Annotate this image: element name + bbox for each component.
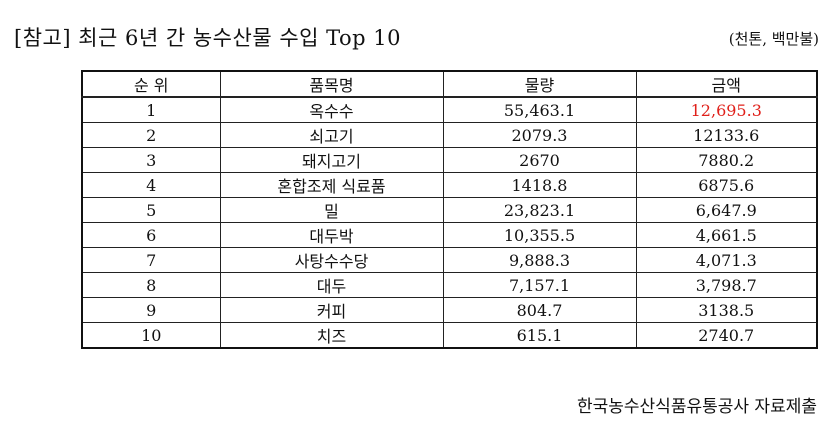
table-row: 9 커피 804.7 3138.5	[81, 297, 818, 323]
item-cell: 밀	[219, 197, 444, 223]
item-cell: 대두박	[219, 222, 444, 248]
item-cell: 쇠고기	[219, 122, 444, 148]
header-item: 품목명	[219, 70, 444, 98]
volume-cell: 2670	[442, 147, 637, 173]
amount-cell: 4,071.3	[635, 247, 818, 273]
item-cell: 대두	[219, 272, 444, 298]
amount-cell: 3,798.7	[635, 272, 818, 298]
amount-cell: 4,661.5	[635, 222, 818, 248]
table-row: 2 쇠고기 2079.3 12133.6	[81, 122, 818, 148]
table-header-row: 순 위 품목명 물량 금액	[81, 70, 818, 98]
table-row: 6 대두박 10,355.5 4,661.5	[81, 222, 818, 248]
rank-cell: 6	[81, 222, 221, 248]
volume-cell: 615.1	[442, 322, 637, 349]
item-cell: 치즈	[219, 322, 444, 349]
amount-cell: 6,647.9	[635, 197, 818, 223]
volume-cell: 804.7	[442, 297, 637, 323]
table-row: 10 치즈 615.1 2740.7	[81, 322, 818, 349]
item-cell: 혼합조제 식료품	[219, 172, 444, 198]
table-row: 4 혼합조제 식료품 1418.8 6875.6	[81, 172, 818, 198]
table-row: 1 옥수수 55,463.1 12,695.3	[81, 96, 818, 123]
table-row: 8 대두 7,157.1 3,798.7	[81, 272, 818, 298]
header-volume: 물량	[442, 70, 637, 98]
rank-cell: 8	[81, 272, 221, 298]
rank-cell: 7	[81, 247, 221, 273]
rank-cell: 9	[81, 297, 221, 323]
volume-cell: 1418.8	[442, 172, 637, 198]
amount-cell-highlighted: 12,695.3	[635, 96, 818, 123]
table-row: 3 돼지고기 2670 7880.2	[81, 147, 818, 173]
rank-cell: 4	[81, 172, 221, 198]
page-title: [참고] 최근 6년 간 농수산물 수입 Top 10	[14, 26, 401, 50]
amount-cell: 6875.6	[635, 172, 818, 198]
volume-cell: 7,157.1	[442, 272, 637, 298]
rank-cell: 10	[81, 322, 221, 349]
volume-cell: 9,888.3	[442, 247, 637, 273]
header-amount: 금액	[635, 70, 818, 98]
item-cell: 사탕수수당	[219, 247, 444, 273]
amount-cell: 12133.6	[635, 122, 818, 148]
item-cell: 옥수수	[219, 96, 444, 123]
source-note: 한국농수산식품유통공사 자료제출	[576, 397, 817, 417]
table-row: 7 사탕수수당 9,888.3 4,071.3	[81, 247, 818, 273]
rank-cell: 5	[81, 197, 221, 223]
amount-cell: 2740.7	[635, 322, 818, 349]
unit-note: (천톤, 백만불)	[728, 30, 819, 48]
amount-cell: 7880.2	[635, 147, 818, 173]
rank-cell: 2	[81, 122, 221, 148]
item-cell: 돼지고기	[219, 147, 444, 173]
rank-cell: 3	[81, 147, 221, 173]
volume-cell: 2079.3	[442, 122, 637, 148]
volume-cell: 10,355.5	[442, 222, 637, 248]
volume-cell: 55,463.1	[442, 96, 637, 123]
volume-cell: 23,823.1	[442, 197, 637, 223]
rank-cell: 1	[81, 96, 221, 123]
item-cell: 커피	[219, 297, 444, 323]
import-table: 순 위 품목명 물량 금액 1 옥수수 55,463.1 12,695.3 2 …	[81, 70, 818, 349]
header-rank: 순 위	[81, 70, 221, 98]
table-row: 5 밀 23,823.1 6,647.9	[81, 197, 818, 223]
amount-cell: 3138.5	[635, 297, 818, 323]
